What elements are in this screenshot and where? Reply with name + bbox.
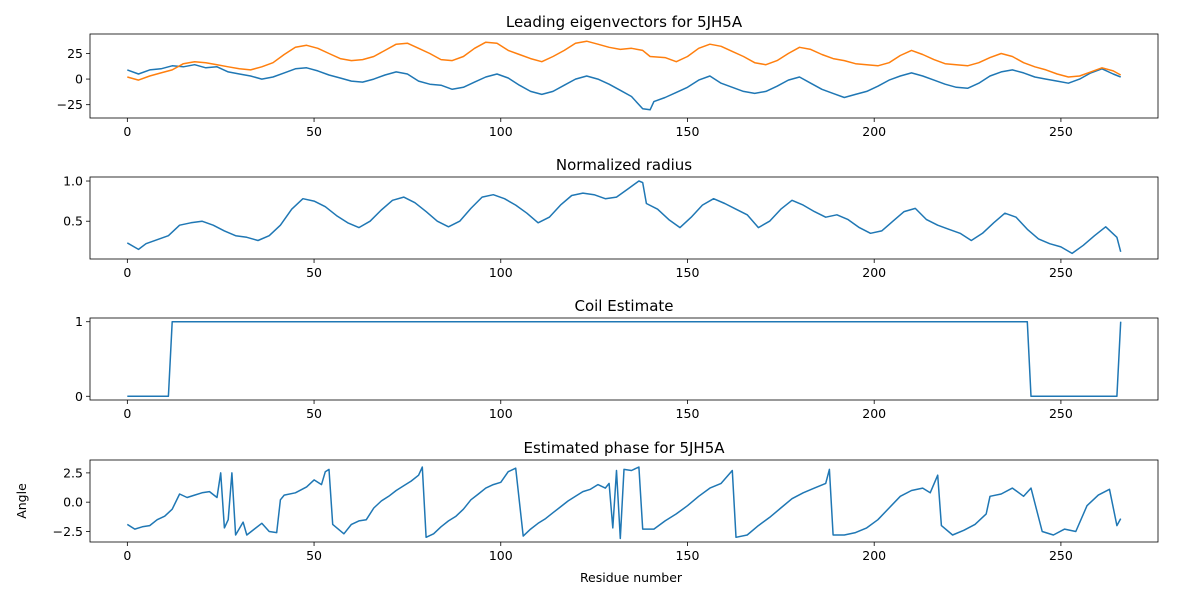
y-tick-label: 0 xyxy=(75,72,83,87)
x-tick-label: 100 xyxy=(489,548,513,563)
x-tick-label: 200 xyxy=(862,406,886,421)
x-tick-label: 0 xyxy=(123,406,131,421)
chart-title: Leading eigenvectors for 5JH5A xyxy=(506,13,743,31)
series-line-1 xyxy=(126,466,1122,540)
x-tick-label: 0 xyxy=(123,548,131,563)
figure-xlabel: Residue number xyxy=(580,570,683,585)
x-tick-label: 150 xyxy=(676,406,700,421)
x-tick-label: 250 xyxy=(1049,265,1073,280)
y-tick-label: 0 xyxy=(75,389,83,404)
chart-panel-4: 0 50 100 150 200 250 −2.5 0.0 2.5 Estimated phase… xyxy=(14,439,1159,563)
x-tick-label: 100 xyxy=(489,265,513,280)
x-tick-label: 150 xyxy=(676,124,700,139)
x-tick-label: 100 xyxy=(489,406,513,421)
x-tick-label: 50 xyxy=(306,265,322,280)
series-line-1 xyxy=(126,180,1122,255)
chart-title: Estimated phase for 5JH5A xyxy=(523,439,725,457)
chart-title: Coil Estimate xyxy=(574,297,673,315)
axes-frame xyxy=(89,459,1159,543)
x-tick-label: 0 xyxy=(123,265,131,280)
x-tick-label: 250 xyxy=(1049,124,1073,139)
y-tick-label: 2.5 xyxy=(63,465,83,480)
y-tick-label: 0.0 xyxy=(63,495,83,510)
y-tick-label: 0.5 xyxy=(63,214,83,229)
x-tick-label: 0 xyxy=(123,124,131,139)
x-tick-label: 150 xyxy=(676,265,700,280)
x-tick-label: 50 xyxy=(306,548,322,563)
y-tick-label: 1 xyxy=(75,314,83,329)
x-tick-label: 50 xyxy=(306,124,322,139)
axes-frame xyxy=(89,33,1159,119)
x-tick-label: 250 xyxy=(1049,548,1073,563)
x-tick-label: 50 xyxy=(306,406,322,421)
chart-panel-3: 0 50 100 150 200 250 0 1 Coil Estimate xyxy=(75,297,1159,421)
series-line-1 xyxy=(127,320,1122,398)
x-tick-label: 250 xyxy=(1049,406,1073,421)
series-line-2 xyxy=(127,40,1122,81)
x-tick-label: 100 xyxy=(489,124,513,139)
chart-panel-2: 0 50 100 150 200 250 0.5 1.0 Normalized radius xyxy=(63,156,1159,280)
chart-title: Normalized radius xyxy=(556,156,692,174)
chart-panel-1: 0 50 100 150 200 250 −25 0 25 Leading eigenvector… xyxy=(57,13,1159,139)
x-tick-label: 200 xyxy=(862,265,886,280)
x-tick-label: 150 xyxy=(676,548,700,563)
axes-frame xyxy=(89,317,1159,401)
x-tick-label: 200 xyxy=(862,548,886,563)
y-tick-label: 25 xyxy=(67,46,83,61)
y-tick-label: 1.0 xyxy=(63,174,83,189)
y-tick-label: −25 xyxy=(57,97,83,112)
y-axis-label: Angle xyxy=(14,483,29,519)
series-line-1 xyxy=(127,63,1121,111)
x-tick-label: 200 xyxy=(862,124,886,139)
axes-frame xyxy=(89,176,1159,260)
y-tick-label: −2.5 xyxy=(53,524,83,539)
